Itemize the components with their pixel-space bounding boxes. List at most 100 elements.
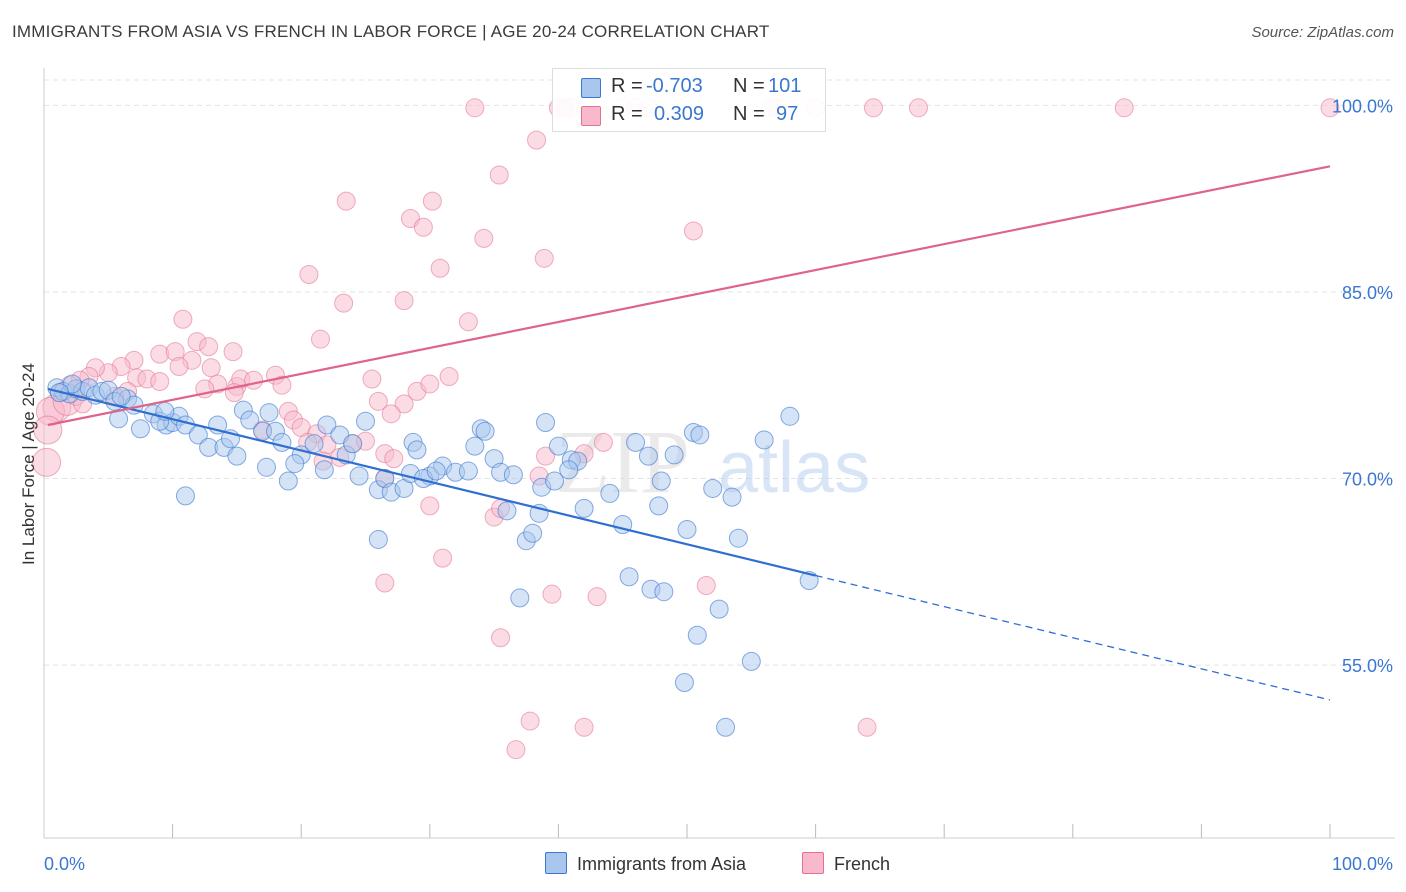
point-asia [259, 403, 279, 423]
point-french [489, 165, 509, 185]
point-french [334, 293, 354, 313]
legend-n-label: N = [733, 75, 765, 97]
point-french [173, 309, 193, 329]
legend-r-value: 0.309 [654, 103, 705, 125]
point-asia [240, 410, 260, 430]
point-asia [600, 483, 620, 503]
x-tick-label-max: 100.0% [1332, 854, 1393, 874]
legend-n-value: 101 [768, 75, 802, 97]
point-french [1114, 98, 1134, 118]
y-tick-label: 70.0% [1342, 470, 1393, 490]
point-french [394, 291, 414, 311]
point-asia [664, 445, 684, 465]
point-french [381, 404, 401, 424]
legend-row-french: R = 0.309 N = 97 [553, 100, 825, 128]
trend-line-asia [47, 387, 816, 577]
point-french [199, 337, 219, 357]
point-asia [426, 461, 446, 481]
point-french [491, 628, 511, 648]
point-french [430, 258, 450, 278]
point-asia [536, 413, 556, 433]
point-asia [754, 430, 774, 450]
point-asia [619, 567, 639, 587]
bottom-legend-swatch-asia [545, 852, 567, 874]
legend-n-value: 97 [776, 103, 799, 125]
point-asia [349, 466, 369, 486]
point-asia [674, 673, 694, 693]
trend-lines [47, 165, 1331, 701]
point-french [506, 740, 526, 760]
bottom-legend-label-french: French [834, 854, 891, 874]
correlation-legend: R = -0.703 N = 101 R = 0.309 N = 97 [552, 68, 826, 132]
point-french [683, 221, 703, 241]
legend-r-label: R = [611, 75, 643, 97]
point-french [574, 717, 594, 737]
point-asia [687, 625, 707, 645]
point-french [223, 342, 243, 362]
y-tick-label: 85.0% [1342, 283, 1393, 303]
point-french [1320, 98, 1340, 118]
point-french [520, 711, 540, 731]
point-asia [343, 434, 363, 454]
point-french [534, 248, 554, 268]
point-asia [278, 471, 298, 491]
point-asia [407, 440, 427, 460]
point-french [422, 191, 442, 211]
point-asia [475, 421, 495, 441]
point-asia [272, 432, 292, 452]
point-asia [368, 529, 388, 549]
legend-r-label: R = [611, 103, 643, 125]
point-french [32, 447, 62, 477]
point-french [863, 98, 883, 118]
bottom-legend-french: French [802, 852, 890, 876]
point-asia [559, 460, 579, 480]
point-french [474, 228, 494, 248]
point-french [587, 587, 607, 607]
point-french [439, 366, 459, 386]
point-asia [130, 419, 150, 439]
chart-title: IMMIGRANTS FROM ASIA VS FRENCH IN LABOR … [12, 22, 770, 41]
point-asia [465, 436, 485, 456]
point-french [857, 717, 877, 737]
point-french [375, 573, 395, 593]
point-asia [111, 386, 131, 406]
point-asia [317, 415, 337, 435]
point-asia [256, 457, 276, 477]
y-axis-label: In Labor Force | Age 20-24 [19, 363, 38, 565]
point-asia [545, 471, 565, 491]
point-french [362, 369, 382, 389]
watermark: ZIP atlas [555, 413, 870, 512]
point-asia [497, 501, 517, 521]
point-french [310, 329, 330, 349]
point-asia [285, 454, 305, 474]
legend-row-asia: R = -0.703 N = 101 [553, 72, 825, 100]
point-french [33, 415, 63, 445]
point-asia [356, 411, 375, 431]
point-french [368, 391, 388, 411]
point-french [150, 371, 170, 391]
point-french [465, 98, 485, 118]
legend-r-value: -0.703 [646, 75, 703, 97]
point-french [299, 264, 319, 284]
point-asia [638, 446, 658, 466]
point-french [420, 496, 440, 516]
bottom-legend-label-asia: Immigrants from Asia [577, 854, 747, 874]
source-label: Source: ZipAtlas.com [1251, 24, 1394, 41]
series-asia-points [47, 374, 819, 737]
point-asia [626, 432, 646, 452]
trend-line-french [47, 165, 1331, 427]
point-asia [523, 523, 543, 543]
legend-n-label: N = [733, 103, 765, 125]
legend-swatch-asia [581, 78, 601, 98]
point-french [420, 374, 440, 394]
point-asia [677, 520, 697, 540]
point-french [244, 370, 264, 390]
point-asia [227, 446, 247, 466]
point-asia [709, 599, 729, 619]
point-french [908, 98, 928, 118]
point-french [413, 217, 433, 237]
point-asia [703, 478, 723, 498]
tick-labels: 55.0% 70.0% 85.0% 100.0% 0.0% 100.0% [44, 96, 1393, 874]
point-asia [741, 651, 761, 671]
